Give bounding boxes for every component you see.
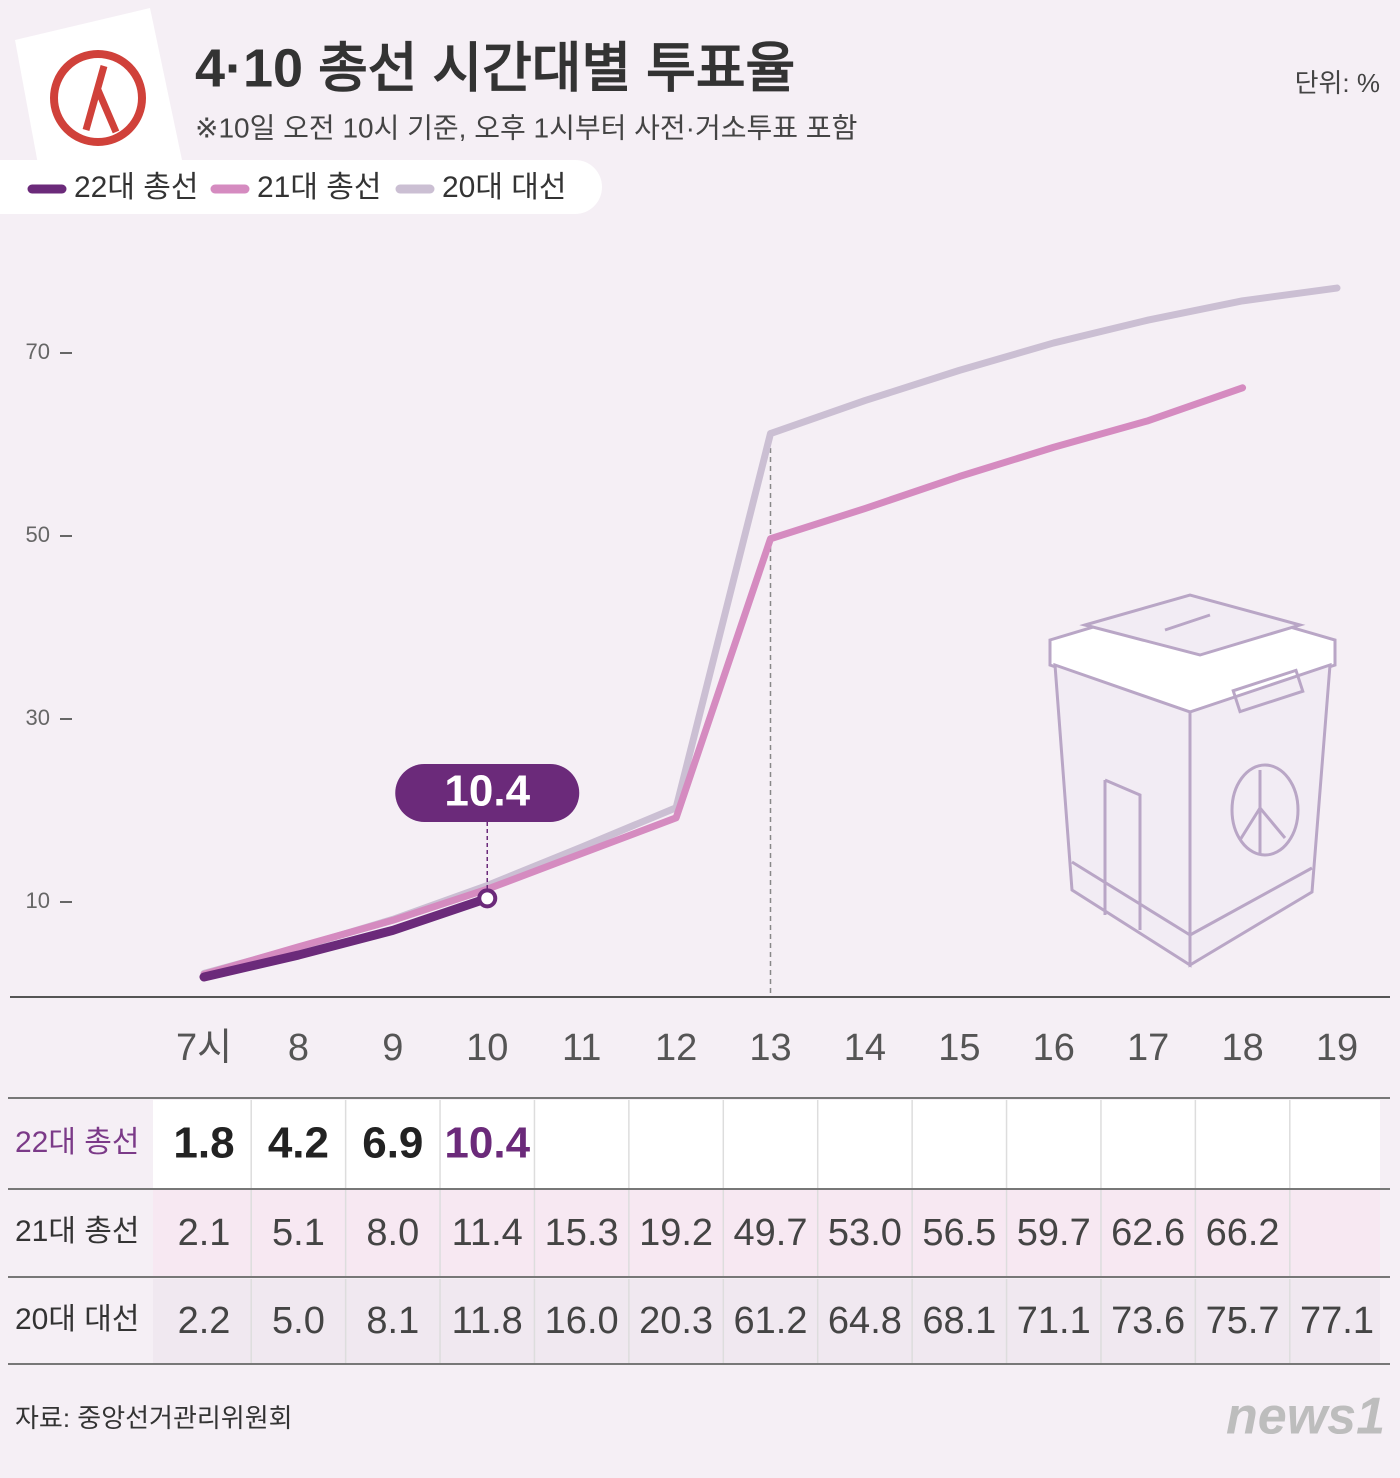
row-label: 20대 대선 bbox=[15, 1303, 140, 1336]
table-row-bg bbox=[153, 1279, 1380, 1363]
chart-title: 4·10 총선 시간대별 투표율 bbox=[195, 38, 795, 98]
table-cell: 19.2 bbox=[639, 1212, 713, 1254]
chart-subtitle: ※10일 오전 10시 기준, 오후 1시부터 사전·거소투표 포함 bbox=[195, 112, 857, 143]
series-line bbox=[200, 384, 1247, 978]
x-tick-label: 16 bbox=[1033, 1027, 1075, 1069]
table-cell: 5.0 bbox=[272, 1300, 325, 1342]
x-tick-label: 13 bbox=[749, 1027, 791, 1069]
table-cell: 11.8 bbox=[452, 1300, 523, 1342]
table-cell: 71.1 bbox=[1017, 1300, 1091, 1342]
table-cell: 20.3 bbox=[639, 1300, 713, 1342]
y-tick-label: 10 bbox=[26, 888, 50, 913]
callout-label: 10.4 bbox=[444, 767, 530, 816]
callout-box bbox=[395, 764, 580, 822]
table-cell: 5.1 bbox=[272, 1212, 325, 1254]
table-cell: 15.3 bbox=[545, 1212, 619, 1254]
table-cell: 53.0 bbox=[828, 1212, 902, 1254]
legend-label: 20대 대선 bbox=[442, 171, 567, 204]
table-cell: 16.0 bbox=[545, 1300, 619, 1342]
table-cell: 1.8 bbox=[173, 1119, 234, 1168]
x-tick-label: 15 bbox=[938, 1027, 980, 1069]
table-cell: 59.7 bbox=[1017, 1212, 1091, 1254]
x-tick-label: 17 bbox=[1127, 1027, 1169, 1069]
table-row-bg bbox=[153, 1100, 1380, 1188]
table-cell: 6.9 bbox=[362, 1119, 423, 1168]
logo: news1 bbox=[1226, 1388, 1385, 1446]
legend-label: 22대 총선 bbox=[74, 171, 199, 204]
table-cell: 11.4 bbox=[452, 1212, 523, 1254]
table-cell: 73.6 bbox=[1111, 1300, 1185, 1342]
data-table: 22대 총선 1.8 4.2 6.9 10.4 21대 총선 2.1 5.1 8.0 11.4 15… bbox=[8, 1097, 1390, 1365]
table-cell: 49.7 bbox=[734, 1212, 808, 1254]
x-tick-label: 10 bbox=[466, 1027, 508, 1069]
table-cell: 62.6 bbox=[1111, 1212, 1185, 1254]
legend-label: 21대 총선 bbox=[257, 171, 382, 204]
table-cell: 2.1 bbox=[178, 1212, 231, 1254]
series-line bbox=[199, 893, 492, 982]
table-cell: 10.4 bbox=[444, 1119, 530, 1168]
data-point bbox=[477, 888, 498, 909]
table-cell: 8.1 bbox=[366, 1300, 419, 1342]
y-tick-label: 70 bbox=[26, 339, 50, 364]
table-cell: 4.2 bbox=[268, 1119, 329, 1168]
x-tick-label: 11 bbox=[562, 1027, 601, 1069]
x-tick-label: 19 bbox=[1316, 1027, 1358, 1069]
table-cell: 66.2 bbox=[1206, 1212, 1280, 1254]
table-cell: 68.1 bbox=[922, 1300, 996, 1342]
table-cell: 56.5 bbox=[922, 1212, 996, 1254]
table-cell: 61.2 bbox=[734, 1300, 808, 1342]
x-tick-label: 18 bbox=[1221, 1027, 1263, 1069]
unit-label: 단위: % bbox=[1295, 68, 1380, 98]
legend: 22대 총선 21대 총선 20대 대선 bbox=[27, 171, 567, 204]
legend-box bbox=[0, 160, 602, 214]
table-cell: 77.1 bbox=[1300, 1300, 1374, 1342]
election-logo bbox=[15, 8, 182, 175]
table-cell: 75.7 bbox=[1206, 1300, 1280, 1342]
table-row-bg bbox=[153, 1190, 1380, 1276]
row-label: 22대 총선 bbox=[15, 1126, 140, 1159]
plot-area: 10 30 50 70 7시 8 9 10 11 12 13 14 15 16 17 18 19 10.4 bbox=[26, 284, 1358, 1069]
x-tick-label: 12 bbox=[655, 1027, 697, 1069]
x-tick-label: 9 bbox=[382, 1027, 403, 1069]
x-tick-label: 14 bbox=[844, 1027, 886, 1069]
table-cell: 64.8 bbox=[828, 1300, 902, 1342]
x-tick-label: 7시 bbox=[176, 1027, 232, 1069]
x-tick-label: 8 bbox=[288, 1027, 309, 1069]
y-tick-label: 30 bbox=[26, 705, 50, 730]
table-cell: 8.0 bbox=[366, 1212, 419, 1254]
ballot-box-illustration bbox=[1048, 593, 1337, 968]
source: 자료: 중앙선거관리위원회 bbox=[15, 1403, 293, 1433]
row-label: 21대 총선 bbox=[15, 1215, 140, 1248]
table-cell: 2.2 bbox=[178, 1300, 231, 1342]
y-tick-label: 50 bbox=[26, 522, 50, 547]
